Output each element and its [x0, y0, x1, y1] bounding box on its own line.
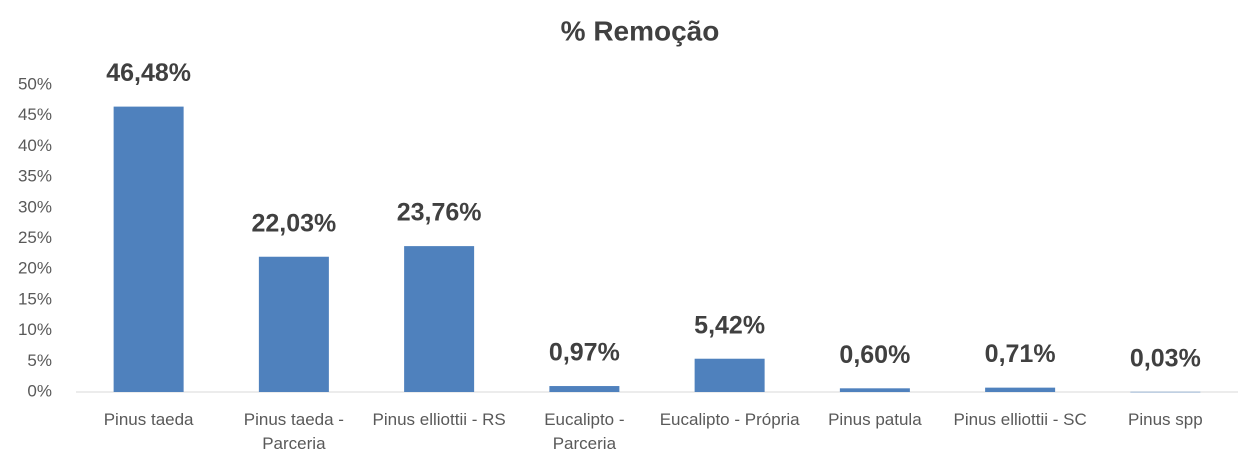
bar	[549, 386, 620, 392]
bar	[1130, 391, 1201, 393]
data-label: 22,03%	[251, 209, 336, 237]
x-tick-label: Pinus elliottii - RS	[372, 410, 506, 429]
y-tick-label: 15%	[18, 289, 52, 308]
data-label: 0,97%	[549, 339, 620, 367]
x-tick-label: Eucalipto - Parceria	[544, 410, 625, 453]
y-tick-label: 50%	[18, 74, 52, 93]
bar	[839, 388, 910, 392]
y-tick-label: 0%	[27, 381, 52, 400]
y-tick-label: 25%	[18, 228, 52, 247]
bar	[113, 106, 184, 393]
data-label: 5,42%	[694, 311, 765, 339]
x-tick-label: Pinus taeda	[103, 410, 194, 429]
y-tick-label: 5%	[27, 351, 52, 370]
bar	[985, 387, 1056, 392]
y-tick-label: 40%	[18, 136, 52, 155]
x-tick-label: Pinus taeda - Parceria	[243, 410, 344, 453]
y-tick-label: 35%	[18, 167, 52, 186]
y-tick-label: 20%	[18, 259, 52, 278]
y-tick-label: 10%	[18, 320, 52, 339]
y-tick-label: 30%	[18, 197, 52, 216]
data-label: 0,03%	[1130, 344, 1201, 372]
x-tick-label: Eucalipto - Própria	[659, 410, 800, 429]
bar	[694, 358, 765, 392]
chart-title: % Remoção	[561, 15, 720, 46]
bar	[258, 256, 329, 392]
data-label: 46,48%	[106, 59, 191, 87]
data-label: 0,71%	[985, 340, 1056, 368]
x-tick-label: Pinus patula	[828, 410, 922, 429]
data-label: 23,76%	[397, 199, 482, 227]
y-tick-label: 45%	[18, 105, 52, 124]
x-tick-label: Pinus spp	[1128, 410, 1203, 429]
data-label: 0,60%	[839, 341, 910, 369]
bar	[404, 246, 475, 392]
x-tick-label: Pinus elliottii - SC	[953, 410, 1087, 429]
